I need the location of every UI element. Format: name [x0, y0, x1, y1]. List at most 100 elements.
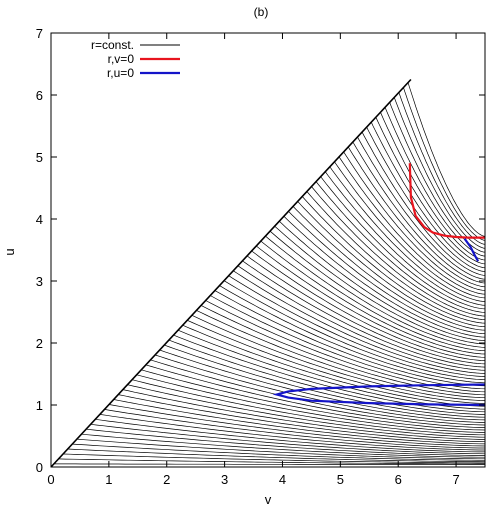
r-const-curve: [297, 201, 486, 328]
y-tick-label: 5: [36, 150, 43, 165]
r-const-curve: [63, 453, 485, 464]
r-const-curve: [86, 428, 486, 456]
r-const-curve: [150, 359, 486, 426]
y-tick-label: 2: [36, 336, 43, 351]
r-const-curve: [260, 240, 486, 355]
r-const-curve: [196, 310, 486, 399]
r-const-curve: [265, 235, 486, 352]
r-const-curve: [366, 127, 486, 272]
r-const-curve: [380, 112, 486, 261]
y-axis-label: u: [2, 248, 17, 255]
r-const-curve: [58, 458, 485, 465]
r-const-curve: [389, 102, 486, 253]
r-const-curve: [164, 344, 486, 418]
plot-frame: [50, 32, 486, 468]
r-const-curve: [127, 384, 486, 438]
x-tick-label: 5: [337, 472, 344, 487]
y-tick-label: 4: [36, 212, 43, 227]
r-const-curve: [343, 151, 486, 291]
r-const-curve: [375, 117, 486, 265]
r-const-curve: [370, 122, 486, 269]
r-const-curve: [210, 295, 486, 390]
r-const-curve: [393, 97, 486, 249]
r-const-curve: [233, 270, 486, 374]
x-tick-label: 6: [395, 472, 402, 487]
x-tick-label: 1: [105, 472, 112, 487]
x-tick-label: 0: [47, 472, 54, 487]
r-const-curve: [306, 191, 486, 321]
r-const-curve: [182, 324, 486, 407]
r-const-curve: [219, 285, 486, 384]
r-const-curve: [67, 448, 486, 463]
y-tick-label: 0: [36, 460, 43, 475]
r-const-curve: [72, 443, 485, 461]
r-const-curve: [76, 438, 485, 460]
r-const-curve: [53, 463, 485, 465]
r-const-curve: [320, 176, 486, 310]
r-const-curve: [109, 404, 486, 447]
r-const-curve: [325, 171, 486, 306]
r-const-curve: [173, 334, 486, 413]
r-const-curve: [251, 250, 486, 361]
r-const-curve: [246, 255, 486, 365]
r-const-curve: [302, 196, 486, 324]
r-const-curve: [352, 141, 486, 284]
r-const-curve: [237, 265, 486, 371]
r-const-curve: [292, 206, 486, 331]
r-const-curve: [113, 399, 486, 445]
r-const-curve: [205, 300, 486, 393]
legend-label: r,v=0: [108, 52, 135, 66]
r-const-curve: [384, 107, 486, 257]
apparent-horizon-u-upper-curve: [463, 238, 480, 262]
r-const-curve: [361, 131, 486, 276]
r-const-curve: [136, 374, 486, 433]
x-tick-label: 3: [221, 472, 228, 487]
legend-label: r=const.: [91, 38, 134, 52]
apparent-horizon-v-curve: [408, 163, 485, 239]
r-const-curve: [95, 418, 485, 453]
r-const-curve: [99, 414, 485, 451]
apparent-horizon-u-lower-curve: [272, 383, 486, 407]
r-const-curve: [334, 161, 486, 299]
r-const-curve: [288, 211, 486, 335]
r-const-curve: [81, 433, 485, 458]
r-const-curves: [53, 82, 486, 465]
r-const-curve: [274, 225, 486, 345]
r-const-curve: [347, 146, 486, 288]
axis-ticks: 0 1 2 3 4 5 6 7 0 1 2 3 4 5 6 7: [36, 26, 485, 487]
boundary-line: [50, 78, 412, 468]
r-const-curve: [104, 409, 485, 449]
r-const-curve: [223, 280, 486, 381]
r-const-curve: [122, 389, 485, 440]
r-const-curve: [118, 394, 486, 443]
r-const-curve: [338, 156, 486, 295]
r-const-curve: [141, 369, 486, 431]
r-const-curve: [90, 423, 486, 455]
x-tick-label: 7: [452, 472, 459, 487]
r-const-curve: [357, 136, 486, 280]
r-const-curve: [191, 314, 486, 401]
y-tick-label: 7: [36, 26, 43, 41]
r-const-curve: [256, 245, 486, 358]
r-const-curve: [228, 275, 486, 377]
x-tick-label: 2: [163, 472, 170, 487]
r-const-curve: [403, 87, 486, 241]
r-const-curve: [187, 319, 486, 404]
r-const-curve: [407, 82, 486, 237]
legend: r=const.r,v=0r,u=0: [91, 38, 180, 80]
y-tick-label: 6: [36, 88, 43, 103]
r-const-curve: [311, 186, 486, 317]
r-const-curve: [269, 230, 486, 348]
chart-title: (b): [254, 5, 269, 19]
r-const-curve: [159, 349, 486, 421]
r-const-curve: [283, 216, 486, 338]
r-const-curve: [145, 364, 485, 428]
r-const-curve: [168, 339, 486, 415]
r-const-curve: [132, 379, 485, 436]
y-tick-label: 3: [36, 274, 43, 289]
r-const-curve: [200, 305, 486, 396]
r-const-curve: [214, 290, 486, 387]
y-tick-label: 1: [36, 398, 43, 413]
